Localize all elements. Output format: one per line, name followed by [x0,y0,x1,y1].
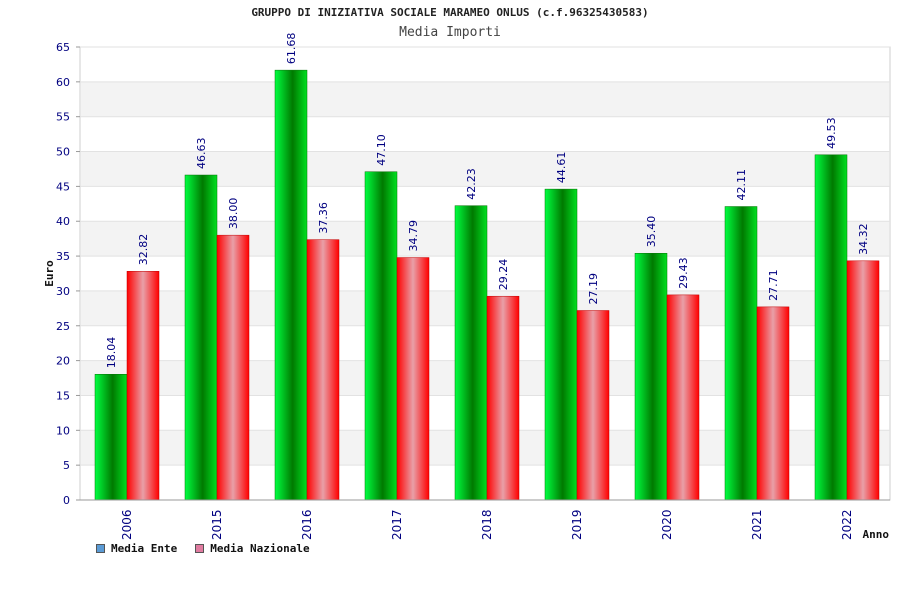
chart-subtitle: Media Importi [399,25,501,40]
data-label: 29.24 [497,259,510,291]
bar-ente [814,154,848,501]
chart-title: GRUPPO DI INIZIATIVA SOCIALE MARAMEO ONL… [251,6,649,19]
bar-ente [94,374,128,501]
x-tick-label: 2006 [120,509,134,540]
data-label: 32.82 [137,234,150,266]
data-label: 29.43 [677,257,690,289]
x-tick-label: 2020 [660,509,674,540]
bar-ente [364,171,398,501]
y-tick-label: 20 [56,355,70,368]
legend: Media Ente Media Nazionale [96,542,310,555]
data-label: 47.10 [375,134,388,166]
bar-ente [454,205,488,501]
x-tick-label: 2021 [750,509,764,540]
bar-ente [184,174,218,501]
data-label: 18.04 [105,337,118,369]
y-tick-label: 10 [56,424,70,437]
y-tick-label: 15 [56,389,70,402]
x-tick-label: 2022 [840,509,854,540]
y-tick-label: 30 [56,285,70,298]
x-tick-label: 2018 [480,509,494,540]
data-label: 44.61 [555,152,568,184]
data-label: 42.11 [735,169,748,201]
bar-nazionale [306,239,340,501]
bar-nazionale [846,260,880,501]
data-label: 42.23 [465,168,478,200]
x-tick-label: 2016 [300,509,314,540]
bar-nazionale [756,306,790,501]
bar-nazionale [666,294,700,501]
bar-ente [544,188,578,501]
x-tick-label: 2015 [210,509,224,540]
y-tick-label: 0 [63,494,70,507]
bar-ente [274,69,308,501]
data-label: 46.63 [195,138,208,170]
data-label: 61.68 [285,33,298,65]
x-axis-label: Anno [863,528,890,541]
data-label: 27.71 [767,269,780,301]
y-tick-label: 50 [56,146,70,159]
bar-nazionale [126,271,160,501]
legend-swatch-ente [96,544,105,553]
grid-band [81,81,889,117]
y-tick-label: 35 [56,250,70,263]
data-label: 34.32 [857,223,870,255]
y-tick-label: 25 [56,320,70,333]
y-axis-label: Euro [43,260,56,287]
bar-nazionale [216,234,250,501]
data-label: 27.19 [587,273,600,305]
bar-nazionale [396,257,430,501]
y-tick-label: 5 [63,459,70,472]
y-tick-label: 45 [56,180,70,193]
legend-label-nazionale: Media Nazionale [210,542,310,555]
legend-item-ente: Media Ente [96,542,177,555]
y-tick-label: 55 [56,111,70,124]
data-label: 49.53 [825,117,838,149]
bar-nazionale [486,295,520,501]
bar-ente [724,206,758,501]
legend-swatch-nazionale [195,544,205,553]
y-tick-label: 60 [56,76,70,89]
y-tick-label: 40 [56,215,70,228]
bar-nazionale [576,310,610,501]
legend-label-ente: Media Ente [111,542,178,555]
data-label: 37.36 [317,202,330,234]
legend-item-nazionale: Media Nazionale [195,542,310,555]
data-label: 38.00 [227,198,240,230]
data-label: 35.40 [645,216,658,248]
data-label: 34.79 [407,220,420,252]
x-tick-label: 2019 [570,509,584,540]
bar-ente [634,253,668,501]
y-tick-label: 65 [56,41,70,54]
x-tick-label: 2017 [390,509,404,540]
